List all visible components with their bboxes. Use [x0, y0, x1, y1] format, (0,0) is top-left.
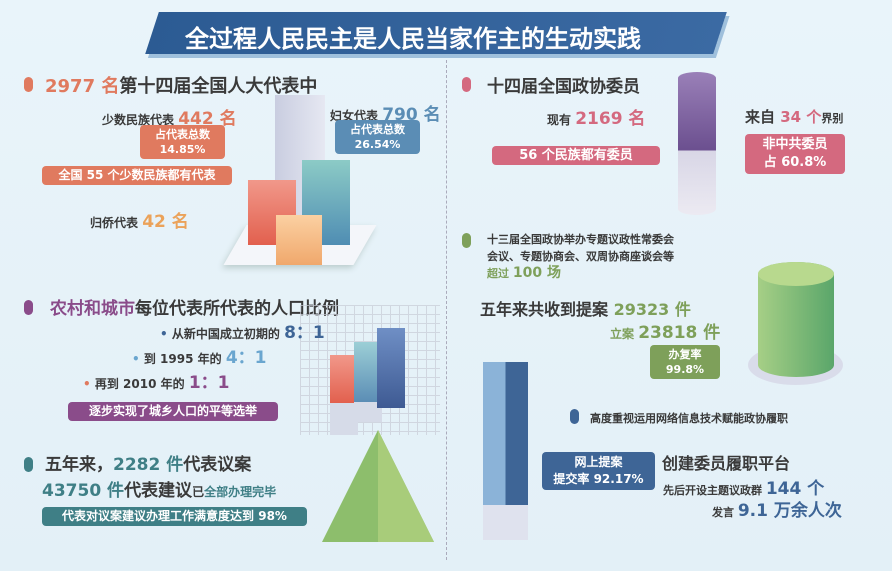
filed-value: 23818 件 [638, 323, 721, 343]
minority-label-text: 少数民族代表 [102, 113, 175, 127]
minority-share-box: 占代表总数 14.85% [140, 125, 225, 159]
cppcc-heading: 十四届全国政协委员 [487, 77, 640, 97]
proposals-label: 五年来共收到提案 [480, 300, 609, 319]
women-label-text: 妇女代表 [330, 109, 379, 123]
bills-label: 代表议案 [183, 455, 252, 475]
filed-label: 立案 [610, 327, 635, 341]
cppcc-cylinder [678, 72, 716, 215]
ratio-item: • 从新中国成立初期的 8：1 [160, 323, 325, 343]
over-label: 超过 [487, 267, 509, 280]
noncpc-box: 非中共委员占 60.8% [745, 134, 845, 174]
ratio-item: • 再到 2010 年的 1：1 [83, 373, 230, 393]
overseas-label: 归侨代表 42 名 [90, 207, 189, 232]
rate-label: 办复率 [668, 348, 702, 361]
cppcc-current: 现有 2169 名 [547, 104, 645, 129]
suggestions-value: 43750 件 [42, 481, 125, 501]
speech-line: 发言 9.1 万余人次 [712, 496, 842, 521]
overseas-label-text: 归侨代表 [90, 216, 139, 230]
satisfaction-box: 代表对议案建议办理工作满意度达到 98% [42, 507, 307, 526]
online-heading: 高度重视运用网络信息技术赋能政协履职 [590, 412, 788, 425]
ratio-summary-box: 逐步实现了城乡人口的平等选举 [68, 402, 278, 421]
suggestions-label: 代表建议 [124, 481, 193, 501]
ethnic-box: 56 个民族都有委员 [492, 146, 660, 165]
current-label: 现有 [547, 113, 572, 127]
from-label: 来自 [745, 108, 776, 126]
bills-prefix: 五年来， [45, 455, 113, 475]
pyramid-face [378, 430, 434, 542]
meetings-text: 十三届全国政协举办专题议政性常委会 会议、专题协商会、双周协商座谈会等 超过 100… [487, 231, 674, 282]
bills-line: 五年来，2282 件代表议案 [45, 450, 251, 475]
from-suffix: 界别 [821, 112, 844, 125]
meetings-line2: 会议、专题协商会、双周协商座谈会等 [487, 250, 674, 263]
bullet-icon [570, 409, 579, 424]
over-value: 100 场 [512, 265, 561, 281]
bullet-icon [24, 457, 33, 472]
suggestions-suffix: 已 [192, 485, 205, 499]
page-title: 全过程人民民主是人民当家作主的生动实践 [185, 25, 641, 53]
online-rate-box: 网上提案提交率 92.17% [542, 452, 655, 490]
npc-heading-text: 第十四届全国人大代表中 [119, 76, 318, 97]
online-bar-base [483, 505, 528, 540]
online-rate: 提交率 92.17% [553, 472, 644, 486]
npc-count: 2977 名 [45, 76, 120, 97]
divider [446, 60, 447, 560]
ratio-highlight: 农村和城市 [50, 299, 135, 319]
minority-share: 14.85% [159, 143, 206, 156]
bullet-icon [462, 77, 471, 92]
groups-label: 先后开设主题议政群 [663, 484, 762, 497]
from-value: 34 个 [780, 108, 822, 126]
proposals-value: 29323 件 [613, 300, 691, 319]
ratio-text: 从新中国成立初期的 [171, 327, 280, 341]
minority-value: 442 名 [178, 109, 237, 129]
ratio-text: 再到 2010 年的 [94, 377, 185, 391]
rate-box: 办复率 99.8% [650, 345, 720, 379]
noncpc-share: 占 60.8% [763, 155, 827, 170]
platform-text: 创建委员履职平台 [662, 454, 791, 473]
share-label: 占代表总数 [155, 128, 210, 141]
women-share: 26.54% [354, 138, 401, 151]
all-ethnic-box: 全国 55 个少数民族都有代表 [42, 166, 232, 185]
bullet-icon [24, 77, 33, 92]
bullet-icon [462, 233, 471, 248]
npc-heading: 2977 名第十四届全国人大代表中 [45, 72, 317, 98]
ratio-heading: 农村和城市每位代表所代表的人口比例 [50, 294, 339, 319]
ratio-value: 4：1 [225, 348, 267, 368]
share-label: 占代表总数 [350, 123, 405, 136]
online-box-label: 网上提案 [574, 455, 623, 469]
cppcc-from: 来自 34 个界别 [745, 106, 843, 127]
groups-line: 先后开设主题议政群 144 个 [663, 474, 824, 499]
speech-label: 发言 [712, 506, 734, 519]
ratio-heading-text: 每位代表所代表的人口比例 [135, 299, 339, 319]
overseas-bar [276, 215, 322, 265]
filed-line: 立案 23818 件 [610, 318, 720, 343]
proposals-line: 五年来共收到提案 29323 件 [480, 296, 691, 320]
speech-value: 9.1 万余人次 [737, 501, 842, 521]
women-share-box: 占代表总数 26.54% [335, 120, 420, 154]
suggestions-line: 43750 件代表建议已全部办理完毕 [42, 476, 276, 501]
ratio-item: • 到 1995 年的 4：1 [132, 348, 267, 368]
groups-value: 144 个 [765, 479, 825, 499]
bills-value: 2282 件 [113, 455, 184, 475]
meetings-line1: 十三届全国政协举办专题议政性常委会 [487, 233, 674, 246]
cylinder-top [758, 262, 834, 286]
ratio-value: 1：1 [188, 373, 230, 393]
minority-label: 少数民族代表 442 名 [102, 104, 237, 129]
ratio-value: 8：1 [284, 323, 325, 343]
current-value: 2169 名 [575, 109, 646, 129]
noncpc-label: 非中共委员 [762, 137, 828, 152]
suggestions-done: 全部办理完毕 [204, 485, 277, 499]
ratio-text: 到 1995 年的 [143, 352, 222, 366]
ratio-bar-3 [377, 328, 405, 408]
ratio-bar-1 [330, 355, 358, 435]
overseas-value: 42 名 [142, 212, 189, 232]
rate-value: 99.8% [665, 363, 705, 376]
bullet-icon [24, 300, 33, 315]
